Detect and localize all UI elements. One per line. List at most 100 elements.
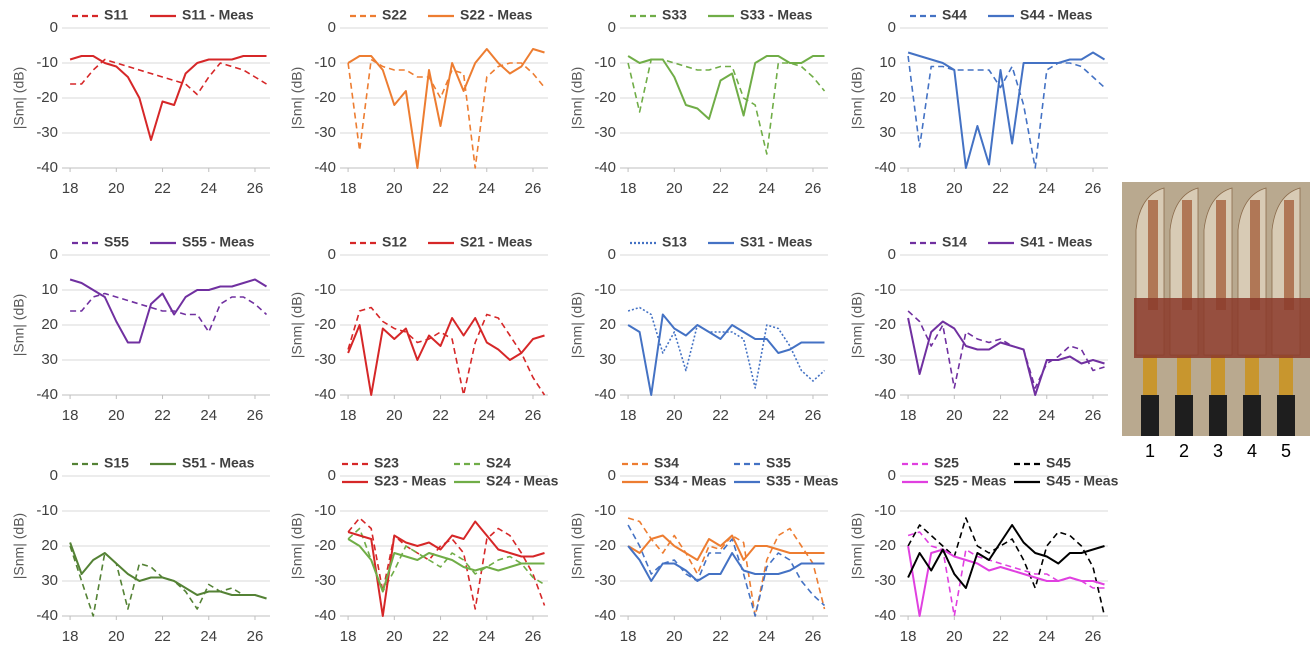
series-line — [907, 310, 1105, 389]
y-tick-label: -20 — [314, 316, 336, 333]
y-tick-label: 0 — [608, 246, 616, 263]
x-tick-label: 18 — [340, 180, 357, 197]
y-tick-label: -40 — [36, 159, 58, 176]
series-line — [69, 542, 267, 600]
x-tick-label: 24 — [200, 407, 217, 424]
x-tick-label: 26 — [525, 180, 542, 197]
y-tick-label: -10 — [314, 281, 336, 298]
x-tick-label: 26 — [805, 628, 822, 645]
y-tick-label: -40 — [36, 386, 58, 403]
x-tick-label: 22 — [992, 407, 1009, 424]
y-tick-label: 0 — [608, 19, 616, 36]
x-tick-label: 26 — [1085, 407, 1102, 424]
x-tick-label: 20 — [666, 628, 683, 645]
y-tick-label: -10 — [594, 281, 616, 298]
y-tick-label: 0 — [50, 19, 58, 36]
x-tick-label: 18 — [62, 407, 79, 424]
y-tick-label: -10 — [874, 281, 896, 298]
y-tick-label: -10 — [874, 502, 896, 519]
legend-label: S51 - Meas — [182, 455, 255, 471]
x-tick-label: 20 — [946, 407, 963, 424]
legend-label: S15 — [104, 455, 129, 471]
y-tick-label: 30 — [599, 351, 616, 368]
x-tick-label: 22 — [154, 180, 171, 197]
x-tick-label: 18 — [620, 407, 637, 424]
y-axis-label: |Snm| (dB) — [289, 292, 305, 358]
x-tick-label: 26 — [1085, 628, 1102, 645]
y-tick-label: 0 — [888, 246, 896, 263]
x-tick-label: 22 — [432, 407, 449, 424]
series-line — [907, 51, 1106, 169]
x-tick-label: 22 — [992, 180, 1009, 197]
x-tick-label: 18 — [62, 180, 79, 197]
legend-label: S23 - Meas — [374, 473, 447, 489]
x-tick-label: 24 — [478, 407, 495, 424]
x-tick-label: 20 — [108, 628, 125, 645]
x-tick-label: 20 — [666, 407, 683, 424]
x-tick-label: 22 — [712, 180, 729, 197]
series-line — [627, 55, 825, 120]
x-tick-label: 20 — [946, 180, 963, 197]
y-axis-label: |Snm| (dB) — [289, 513, 305, 579]
x-tick-label: 24 — [758, 180, 775, 197]
x-tick-label: 18 — [900, 180, 917, 197]
y-tick-label: 0 — [888, 19, 896, 36]
y-tick-label: -30 — [874, 351, 896, 368]
legend-label: S55 - Meas — [182, 234, 255, 250]
y-axis-label: |Snm| (dB) — [11, 513, 27, 579]
legend-label: S21 - Meas — [460, 234, 533, 250]
y-tick-label: -20 — [314, 537, 336, 554]
legend-label: S45 — [1046, 455, 1071, 471]
x-tick-label: 22 — [712, 628, 729, 645]
series-line — [70, 292, 268, 333]
y-axis-label: |Snn| (dB) — [11, 67, 27, 130]
y-axis-label: |Snn| (dB) — [11, 294, 27, 357]
y-tick-label: -20 — [594, 537, 616, 554]
y-tick-label: 0 — [328, 467, 336, 484]
y-axis-label: |Snn| (dB) — [569, 67, 585, 130]
y-tick-label: -30 — [594, 572, 616, 589]
y-tick-label: -10 — [36, 54, 58, 71]
series-line — [907, 55, 1106, 169]
legend-label: S34 - Meas — [654, 473, 727, 489]
series-line — [907, 517, 1106, 617]
series-line — [627, 58, 826, 155]
series-line — [347, 317, 545, 396]
x-tick-label: 26 — [247, 180, 264, 197]
y-tick-label: -30 — [314, 124, 336, 141]
y-tick-label: -10 — [36, 502, 58, 519]
y-tick-label: -20 — [874, 537, 896, 554]
x-tick-label: 26 — [1085, 180, 1102, 197]
x-tick-label: 24 — [758, 407, 775, 424]
x-tick-label: 22 — [712, 407, 729, 424]
photo-label: 1 — [1145, 441, 1155, 461]
legend-label: S44 - Meas — [1020, 7, 1093, 23]
x-tick-label: 20 — [946, 628, 963, 645]
y-tick-label: -30 — [36, 124, 58, 141]
x-tick-label: 24 — [200, 180, 217, 197]
legend-label: S35 - Meas — [766, 473, 839, 489]
y-tick-label: -40 — [874, 159, 896, 176]
x-tick-label: 18 — [900, 407, 917, 424]
photo-label: 5 — [1281, 441, 1291, 461]
series-line — [627, 524, 826, 617]
y-tick-label: -40 — [36, 607, 58, 624]
legend-label: S12 — [382, 234, 407, 250]
x-tick-label: 22 — [154, 628, 171, 645]
antenna-photo — [1134, 187, 1310, 436]
x-tick-label: 20 — [386, 180, 403, 197]
y-tick-label: -20 — [36, 89, 58, 106]
legend-label: S35 — [766, 455, 791, 471]
series-line — [347, 527, 545, 593]
series-line — [627, 534, 825, 561]
feed-strip — [1134, 298, 1310, 358]
series-line — [347, 306, 546, 396]
connector — [1211, 355, 1225, 395]
x-tick-label: 24 — [478, 628, 495, 645]
x-tick-label: 26 — [805, 407, 822, 424]
y-tick-label: -40 — [314, 607, 336, 624]
x-tick-label: 18 — [900, 628, 917, 645]
legend-label: S11 - Meas — [182, 7, 254, 23]
